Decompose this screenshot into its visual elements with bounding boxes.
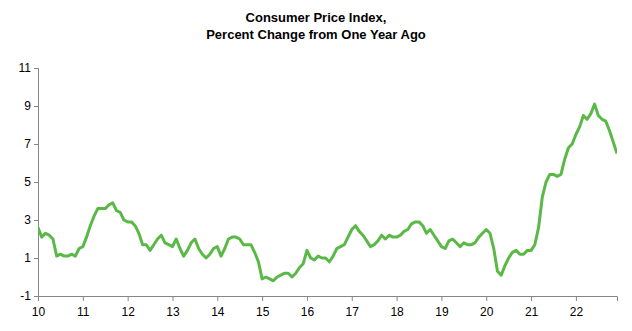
x-tick-label: 21: [525, 305, 539, 319]
x-tick-label: 10: [32, 305, 46, 319]
x-tick-mark: [486, 296, 487, 301]
y-tick-label: 1: [24, 251, 31, 265]
x-tick-mark: [262, 296, 263, 301]
x-tick-mark: [83, 296, 84, 301]
chart: Consumer Price Index, Percent Change from…: [0, 0, 632, 331]
x-tick: 14: [211, 296, 225, 319]
x-tick: 17: [346, 296, 360, 319]
y-tick-label: 11: [19, 61, 32, 75]
x-tick-label: 20: [480, 305, 494, 319]
y-tick: 7: [24, 137, 38, 151]
x-tick: 20: [480, 296, 494, 319]
y-tick-mark: [34, 106, 38, 107]
x-tick: 13: [166, 296, 180, 319]
x-axis: 10 11 12 13 14 15 16 17 18 19 20 21 22: [32, 296, 618, 319]
x-tick: 10: [32, 296, 46, 319]
title: Consumer Price Index,: [246, 10, 387, 25]
x-tick-mark: [38, 296, 39, 301]
y-tick: 11: [19, 61, 38, 75]
x-tick-mark: [352, 296, 353, 301]
x-tick-mark: [172, 296, 173, 301]
y-tick-mark: [34, 182, 38, 183]
x-tick-mark: [307, 296, 308, 301]
y-tick-mark: [34, 258, 38, 259]
y-tick-mark: [34, 68, 38, 69]
x-axis-line: [39, 297, 618, 302]
x-tick-mark: [128, 296, 129, 301]
x-tick-mark: [397, 296, 398, 301]
y-tick: 5: [24, 175, 38, 189]
x-tick-label: 16: [301, 305, 315, 319]
x-tick-mark: [217, 296, 218, 301]
x-tick-mark: [576, 296, 577, 301]
x-tick-mark: [441, 296, 442, 301]
x-tick: 22: [570, 296, 584, 319]
y-tick-label: 9: [24, 99, 31, 113]
x-tick-label: 19: [435, 305, 449, 319]
y-tick-mark: [34, 144, 38, 145]
y-axis-line: [34, 69, 39, 297]
cpi-line: [38, 104, 617, 281]
x-tick: 21: [525, 296, 539, 319]
x-tick: 16: [301, 296, 315, 319]
x-tick-label: 12: [121, 305, 135, 319]
x-tick-label: 11: [77, 305, 90, 319]
x-tick-label: 13: [166, 305, 180, 319]
subtitle: Percent Change from One Year Ago: [206, 27, 426, 42]
x-tick-label: 14: [211, 305, 225, 319]
y-tick: 3: [24, 213, 38, 227]
x-tick-label: 22: [570, 305, 584, 319]
y-tick-label: -1: [20, 289, 31, 303]
plot-area: [38, 104, 617, 281]
y-tick: 1: [24, 251, 38, 265]
y-tick-label: 5: [24, 175, 31, 189]
y-tick: 9: [24, 99, 38, 113]
y-tick-mark: [34, 296, 38, 297]
x-tick-label: 18: [390, 305, 404, 319]
y-tick-label: 3: [24, 213, 31, 227]
x-tick-label: 15: [256, 305, 270, 319]
x-tick-label: 17: [346, 305, 360, 319]
x-tick: 18: [390, 296, 404, 319]
x-tick: 11: [77, 296, 90, 319]
y-tick: -1: [20, 289, 38, 303]
x-tick-mark: [531, 296, 532, 301]
x-tick: 19: [435, 296, 449, 319]
y-tick-label: 7: [24, 137, 31, 151]
x-tick: 12: [121, 296, 135, 319]
x-tick: 15: [256, 296, 270, 319]
y-axis: -1 1 3 5 7 9 11: [19, 61, 39, 303]
y-tick-mark: [34, 220, 38, 221]
